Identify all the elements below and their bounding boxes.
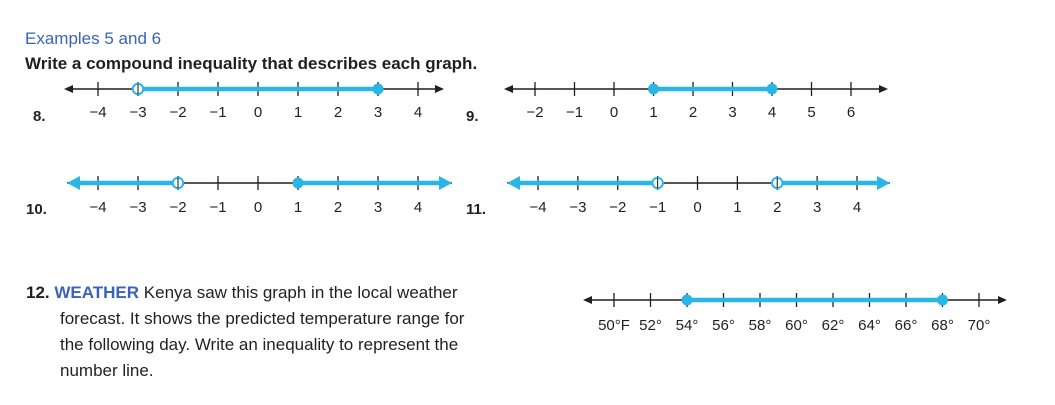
tick-label-10-5: 1 (294, 199, 302, 216)
tick-label-8-2: −2 (169, 104, 186, 121)
tick-label-9-8: 6 (847, 104, 855, 121)
tick-label-10-3: −1 (209, 199, 226, 216)
number-line-9: −2 −1 0 1 2 3 4 5 6 (504, 82, 888, 121)
closed-point-12-1 (937, 294, 948, 306)
tick-label-9-2: 0 (610, 104, 618, 121)
problem-12-line-1: Kenya saw this graph in the local weathe… (143, 283, 458, 302)
tick-label-11-7: 3 (813, 199, 821, 216)
shade-arrow-right-10 (439, 176, 452, 190)
tick-label-9-1: −1 (566, 104, 583, 121)
tick-label-8-6: 2 (334, 104, 342, 121)
closed-point-9-0 (648, 83, 659, 95)
closed-point-8-1 (372, 83, 384, 95)
problem-8-number: 8. (33, 108, 46, 125)
tick-label-8-4: 0 (254, 104, 262, 121)
tick-label-11-8: 4 (853, 199, 861, 216)
tick-label-11-1: −3 (569, 199, 586, 216)
tick-label-12-3: 56° (712, 317, 735, 334)
tick-label-12-5: 60° (785, 317, 808, 334)
tick-label-10-7: 3 (374, 199, 382, 216)
tick-label-11-2: −2 (609, 199, 626, 216)
problem-10-number: 10. (26, 201, 47, 218)
problem-12-text: 12. WEATHER Kenya saw this graph in the … (26, 280, 566, 384)
tick-label-12-0: 50°F (598, 317, 630, 334)
tick-label-8-0: −4 (89, 104, 106, 121)
tick-label-11-4: 0 (693, 199, 701, 216)
tick-label-10-0: −4 (89, 199, 106, 216)
closed-point-10-1 (292, 177, 304, 189)
number-line-8: −4 −3 −2 −1 0 1 2 3 4 (64, 82, 444, 121)
closed-point-12-0 (681, 294, 693, 306)
number-line-11: −4 −3 −2 −1 0 1 2 3 4 (507, 176, 890, 216)
tick-label-11-6: 2 (773, 199, 781, 216)
problem-11-number: 11. (466, 201, 487, 218)
tick-label-11-5: 1 (733, 199, 741, 216)
tick-label-9-6: 4 (768, 104, 776, 121)
tick-label-8-1: −3 (129, 104, 146, 121)
section-heading: Examples 5 and 6 (25, 29, 162, 48)
number-line-12: 50°F 52° 54° 56° 58° 60° 62° 64° 66° 68° 70° (583, 293, 1007, 334)
tick-label-9-5: 3 (728, 104, 736, 121)
tick-label-10-8: 4 (414, 199, 422, 216)
number-line-10: −4 −3 −2 −1 0 1 2 3 4 (67, 176, 452, 216)
shade-arrow-left-11 (507, 176, 520, 190)
tick-label-12-1: 52° (639, 317, 662, 334)
tick-label-12-4: 58° (749, 317, 772, 334)
problem-12-number: 12. (26, 283, 50, 302)
tick-label-10-2: −2 (169, 199, 186, 216)
tick-label-8-8: 4 (414, 104, 422, 121)
tick-label-9-7: 5 (807, 104, 815, 121)
closed-point-9-1 (766, 83, 778, 95)
problem-12-line-3: the following day. Write an inequality t… (60, 335, 459, 354)
tick-label-12-9: 68° (931, 317, 954, 334)
tick-label-8-5: 1 (294, 104, 302, 121)
tick-label-10-1: −3 (129, 199, 146, 216)
tick-label-12-10: 70° (968, 317, 991, 334)
shade-arrow-left-10 (67, 176, 80, 190)
tick-label-12-8: 66° (895, 317, 918, 334)
tick-label-8-3: −1 (209, 104, 226, 121)
shade-arrow-right-11 (877, 176, 890, 190)
problem-12-line-4: number line. (60, 361, 154, 380)
tick-label-12-7: 64° (858, 317, 881, 334)
tick-label-8-7: 3 (374, 104, 382, 121)
instructions: Write a compound inequality that describ… (25, 54, 478, 73)
tick-label-11-0: −4 (529, 199, 546, 216)
tick-label-11-3: −1 (649, 199, 666, 216)
problem-9-number: 9. (466, 108, 479, 125)
problem-12-line-2: forecast. It shows the predicted tempera… (60, 309, 465, 328)
tick-label-10-4: 0 (254, 199, 262, 216)
problem-12-keyword: WEATHER (54, 283, 140, 302)
tick-label-10-6: 2 (334, 199, 342, 216)
tick-label-12-2: 54° (676, 317, 699, 334)
tick-label-9-4: 2 (689, 104, 697, 121)
tick-label-12-6: 62° (822, 317, 845, 334)
tick-label-9-0: −2 (526, 104, 543, 121)
tick-label-9-3: 1 (649, 104, 657, 121)
